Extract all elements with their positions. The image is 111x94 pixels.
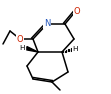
Polygon shape (27, 47, 38, 52)
Text: H: H (73, 46, 78, 52)
Text: H: H (20, 45, 25, 51)
Text: O: O (74, 8, 81, 17)
Text: O: O (17, 34, 23, 44)
Text: N: N (44, 19, 50, 28)
